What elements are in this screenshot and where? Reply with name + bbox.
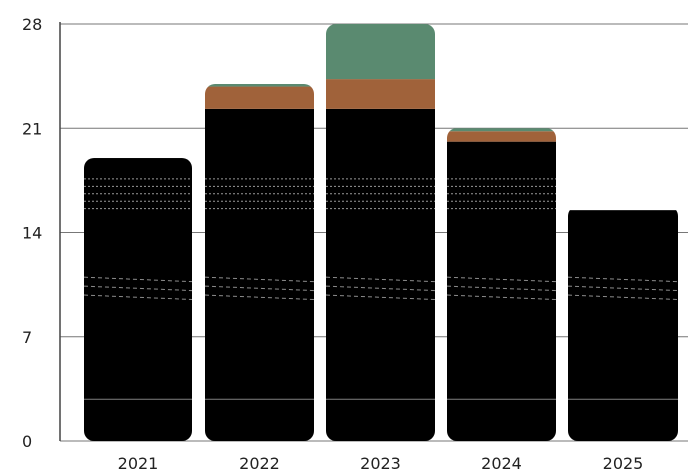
bar-segment: [205, 108, 314, 441]
bar-segment: [326, 79, 435, 109]
bar-segment: [326, 108, 435, 441]
bar-segment: [447, 141, 556, 441]
bar-texture: [568, 276, 678, 283]
x-tick-label: 2025: [603, 454, 644, 473]
bar-segment: [205, 86, 314, 109]
bar-texture: [568, 294, 678, 301]
x-tick-labels: 2021 2022 2023 2024 2025: [118, 454, 644, 473]
bar-2021: [84, 158, 192, 441]
bar-texture: [568, 285, 678, 292]
y-tick-label: 21: [22, 119, 42, 138]
x-tick-label: 2022: [239, 454, 280, 473]
bar-2024: [447, 128, 556, 441]
bar-2023: [326, 24, 435, 441]
y-tick-label: 7: [22, 328, 32, 347]
bar-segment: [568, 210, 678, 441]
x-tick-label: 2023: [360, 454, 401, 473]
bar-segment: [205, 84, 314, 87]
x-tick-label: 2021: [118, 454, 159, 473]
x-tick-label: 2024: [481, 454, 522, 473]
bars-group: [84, 24, 678, 441]
y-tick-labels: 0 7 14 21 28: [22, 15, 42, 451]
bar-2022: [205, 84, 314, 441]
bar-2025: [568, 210, 678, 441]
y-tick-label: 0: [22, 432, 32, 451]
bar-segment: [84, 158, 192, 441]
bar-segment: [326, 24, 435, 80]
bar-segment: [447, 128, 556, 132]
y-tick-label: 14: [22, 224, 42, 243]
bar-segment: [447, 131, 556, 142]
y-tick-label: 28: [22, 15, 42, 34]
